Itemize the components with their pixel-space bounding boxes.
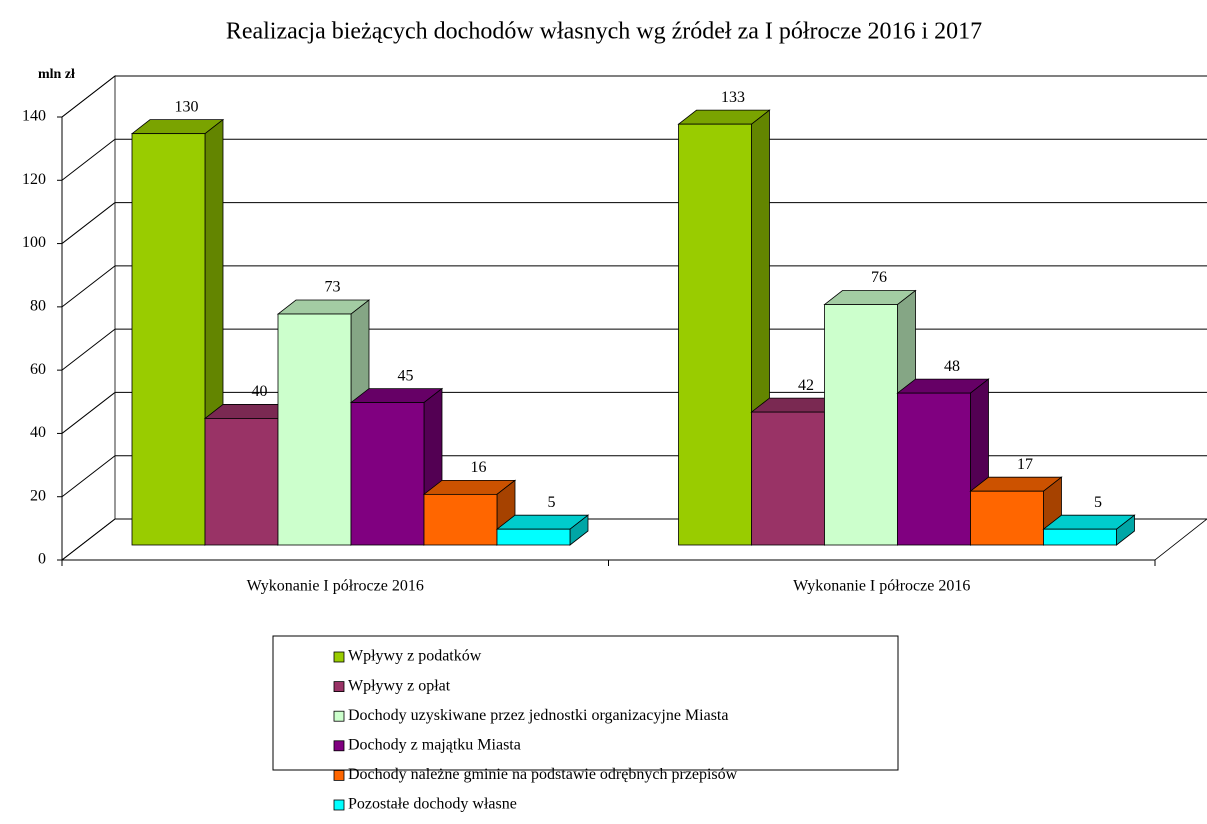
legend-swatch [333,799,345,811]
bar [277,313,352,546]
x-tick-label: Wykonanie I półrocze 2016 [247,578,424,595]
legend-label: Dochody należne gminie na podstawie odrę… [348,766,738,783]
grid-line [61,202,116,244]
bar [970,490,1044,546]
y-tick-label: 140 [22,108,46,125]
legend-swatch [333,651,345,663]
data-label: 130 [175,98,199,115]
grid-line [61,328,116,371]
y-tick-label: 60 [30,361,46,378]
grid-line [61,265,116,308]
data-label: 5 [548,494,556,511]
left-wall [61,75,116,561]
grid-line [61,75,116,118]
legend-swatch [333,770,345,781]
data-label: 16 [471,459,487,476]
bar [897,392,971,546]
bar [131,133,206,546]
legend-swatch [333,681,345,692]
legend-label: Wpływy z opłat [348,677,451,694]
bar [751,411,825,546]
data-label: 45 [398,367,414,384]
x-tick-label: Wykonanie I półrocze 2016 [793,578,970,595]
legend-swatch [333,710,345,722]
chart-title: Realizacja bieżących dochodów własnych w… [226,19,982,45]
legend-label: Wpływy z podatków [348,648,482,665]
bar [496,528,571,546]
legend-label: Dochody z majątku Miasta [348,736,521,753]
y-tick-label: 40 [30,424,46,441]
y-tick-label: 100 [22,234,46,251]
data-label: 73 [325,279,341,296]
legend-label: Pozostałe dochody własne [348,796,517,813]
data-label: 48 [944,358,960,375]
data-label: 76 [871,269,887,286]
bar [1043,528,1117,546]
grid-line [61,392,116,434]
grid-line [61,138,116,181]
y-tick-label: 120 [22,171,46,188]
y-tick-label: 0 [38,551,46,568]
bar [204,418,279,546]
legend-box [272,635,899,771]
bar [350,402,425,546]
data-label: 5 [1094,494,1102,511]
legend-swatch [333,740,345,752]
data-label: 40 [252,383,268,400]
bar [824,304,898,546]
grid-line [61,518,116,561]
data-label: 133 [721,89,745,106]
legend-label: Dochody uzyskiwane przez jednostki organ… [348,707,728,724]
data-label: 17 [1017,456,1033,473]
y-tick-label: 20 [30,487,46,504]
data-label: 42 [798,377,814,394]
grid-line [61,455,116,498]
y-tick-label: 80 [30,298,46,315]
bar [423,493,498,546]
bar [678,123,752,546]
y-axis-label: mln zł [38,67,75,82]
